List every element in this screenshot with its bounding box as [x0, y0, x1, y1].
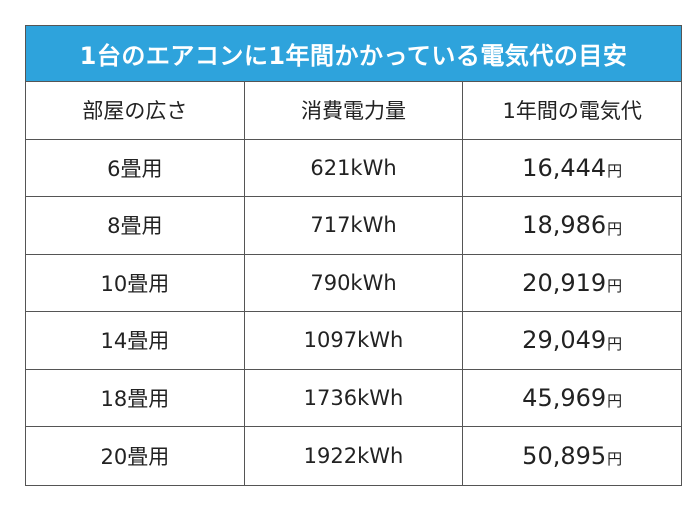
usage-cell: 717kWh: [245, 197, 464, 254]
cost-cell: 45,969 円: [463, 370, 681, 427]
size-cell: 8畳用: [26, 197, 245, 254]
cost-cell: 16,444 円: [463, 140, 681, 197]
table-row: 6畳用 621kWh 16,444 円: [26, 139, 681, 197]
usage-cell: 1097kWh: [245, 312, 464, 369]
header-cell: 1年間の電気代: [502, 99, 642, 124]
cost-amount: 29,049: [522, 326, 607, 355]
table-row: 14畳用 1097kWh 29,049 円: [26, 312, 681, 370]
cost-unit: 円: [607, 277, 623, 296]
cost-amount: 16,444: [522, 153, 607, 182]
size-cell: 6畳用: [26, 139, 245, 196]
table-row: 10畳用 790kWh 20,919 円: [26, 254, 681, 312]
cost-amount: 50,895: [522, 441, 607, 470]
usage-cell: 1736kWh: [245, 369, 464, 426]
cost-unit: 円: [607, 392, 623, 411]
cost-cell: 50,895 円: [463, 427, 681, 485]
cost-cell: 20,919 円: [463, 255, 681, 312]
cost-amount: 45,969: [522, 383, 607, 412]
size-cell: 14畳用: [26, 312, 245, 369]
table-title: 1台のエアコンに1年間かかっている電気代の目安: [26, 26, 681, 82]
size-cell: 10畳用: [26, 254, 245, 311]
table-row: 8畳用 717kWh 18,986 円: [26, 197, 681, 255]
cost-cell: 18,986 円: [463, 197, 681, 254]
table-row: 18畳用 1736kWh 45,969 円: [26, 369, 681, 427]
size-cell: 20畳用: [26, 427, 245, 485]
table: 1台のエアコンに1年間かかっている電気代の目安 部屋の広さ 消費電力量 1年間の…: [25, 25, 682, 486]
cost-amount: 18,986: [522, 211, 607, 240]
cost-cell: 29,049 円: [463, 312, 681, 369]
header-row: 部屋の広さ 消費電力量 1年間の電気代: [26, 82, 681, 140]
usage-cell: 790kWh: [245, 254, 464, 311]
usage-cell: 1922kWh: [245, 427, 464, 485]
cost-unit: 円: [607, 334, 623, 353]
usage-cell: 621kWh: [245, 139, 464, 196]
cost-unit: 円: [607, 450, 623, 469]
size-cell: 18畳用: [26, 369, 245, 426]
cost-unit: 円: [607, 162, 623, 181]
cost-unit: 円: [607, 219, 623, 238]
header-cell: 部屋の広さ: [26, 82, 245, 139]
header-cell: 消費電力量: [245, 82, 464, 139]
cost-amount: 20,919: [522, 268, 607, 297]
table-row: 20畳用 1922kWh 50,895 円: [26, 427, 681, 485]
